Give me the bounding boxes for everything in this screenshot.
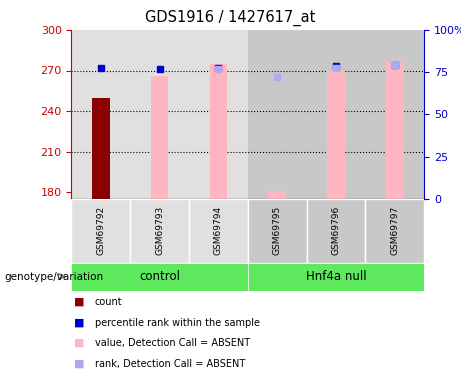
Text: GSM69796: GSM69796 <box>331 206 341 255</box>
Text: GSM69797: GSM69797 <box>390 206 399 255</box>
Text: GSM69795: GSM69795 <box>272 206 282 255</box>
Text: GSM69793: GSM69793 <box>155 206 164 255</box>
Text: ■: ■ <box>74 297 84 307</box>
Bar <box>307 199 366 262</box>
Bar <box>130 30 189 199</box>
Bar <box>151 76 168 199</box>
Bar <box>189 199 248 262</box>
Bar <box>71 262 248 291</box>
Text: ■: ■ <box>74 318 84 327</box>
Bar <box>268 190 286 199</box>
Bar <box>210 64 227 199</box>
Text: Hnf4a null: Hnf4a null <box>306 270 366 283</box>
Bar <box>248 199 307 262</box>
Bar <box>92 98 110 199</box>
Text: count: count <box>95 297 122 307</box>
Text: ■: ■ <box>74 359 84 369</box>
Text: control: control <box>139 270 180 283</box>
Bar <box>386 62 403 199</box>
Text: rank, Detection Call = ABSENT: rank, Detection Call = ABSENT <box>95 359 245 369</box>
Bar <box>365 30 424 199</box>
Bar <box>130 199 189 262</box>
Text: genotype/variation: genotype/variation <box>5 272 104 282</box>
Text: GSM69794: GSM69794 <box>214 206 223 255</box>
Text: ■: ■ <box>74 338 84 348</box>
Bar <box>327 70 345 199</box>
Bar <box>71 199 130 262</box>
Text: percentile rank within the sample: percentile rank within the sample <box>95 318 260 327</box>
Text: value, Detection Call = ABSENT: value, Detection Call = ABSENT <box>95 338 249 348</box>
Text: GSM69792: GSM69792 <box>96 206 106 255</box>
Bar <box>365 199 424 262</box>
Bar <box>71 30 130 199</box>
Bar <box>248 30 307 199</box>
Bar <box>307 30 366 199</box>
Bar <box>189 30 248 199</box>
Text: GDS1916 / 1427617_at: GDS1916 / 1427617_at <box>145 9 316 26</box>
Bar <box>248 262 424 291</box>
